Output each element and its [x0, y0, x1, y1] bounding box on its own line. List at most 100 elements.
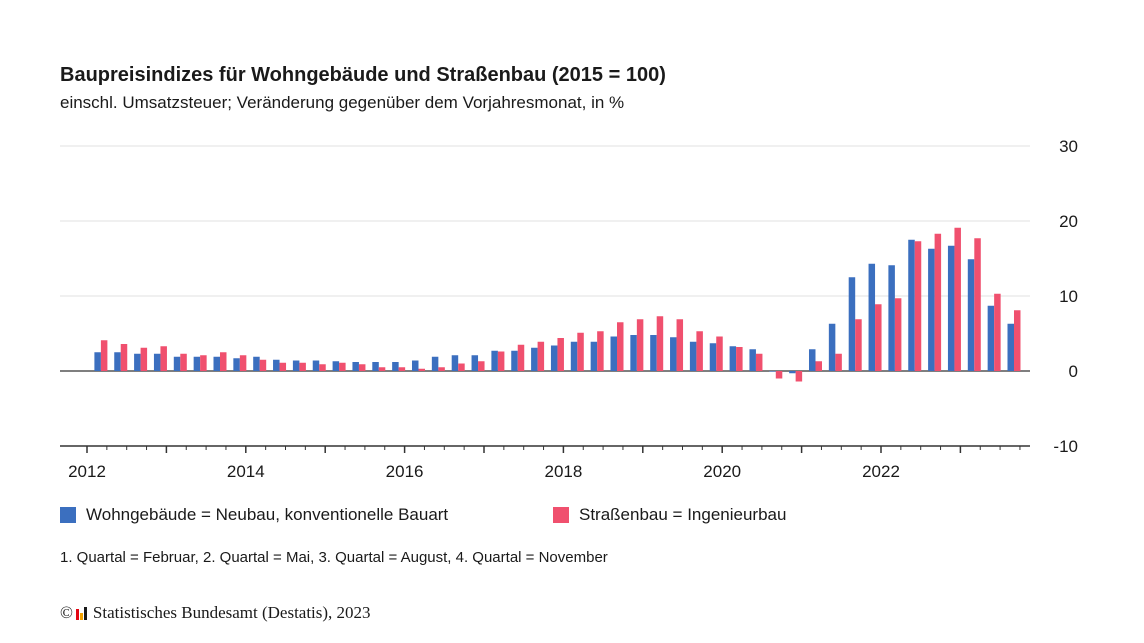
bar-strassenbau	[120, 344, 128, 371]
bar-wohngebaeude	[868, 263, 876, 371]
bar-wohngebaeude	[312, 360, 320, 371]
bar-strassenbau	[676, 319, 684, 371]
bar-strassenbau	[795, 371, 803, 382]
bar-wohngebaeude	[908, 239, 915, 371]
bar-strassenbau	[100, 340, 108, 371]
bar-strassenbau	[636, 319, 644, 371]
x-tick-label: 2022	[862, 462, 900, 481]
bar-strassenbau	[339, 362, 346, 371]
y-tick-label: 30	[1059, 137, 1078, 156]
bar-strassenbau	[894, 298, 902, 371]
bar-wohngebaeude	[689, 341, 697, 371]
bar-strassenbau	[755, 353, 763, 371]
bar-wohngebaeude	[153, 353, 161, 371]
bar-wohngebaeude	[590, 341, 598, 371]
bar-wohngebaeude	[273, 359, 280, 371]
bar-strassenbau	[974, 238, 981, 371]
bar-wohngebaeude	[352, 362, 359, 371]
y-tick-label: 10	[1059, 287, 1078, 306]
bar-strassenbau	[1013, 310, 1021, 371]
bar-strassenbau	[497, 351, 505, 371]
destatis-logo-icon	[75, 606, 88, 620]
bar-wohngebaeude	[848, 277, 856, 371]
bar-strassenbau	[815, 361, 822, 371]
bar-strassenbau	[180, 353, 187, 371]
copyright-symbol: ©	[60, 603, 73, 622]
x-tick-label: 2014	[227, 462, 265, 481]
bar-wohngebaeude	[1007, 323, 1014, 371]
bar-wohngebaeude	[670, 337, 677, 371]
bar-strassenbau	[478, 361, 485, 371]
bar-strassenbau	[597, 331, 604, 371]
bar-strassenbau	[358, 364, 366, 371]
y-tick-label: -10	[1053, 437, 1078, 456]
bar-strassenbau	[458, 363, 465, 371]
bar-strassenbau	[875, 304, 882, 371]
bar-wohngebaeude	[630, 335, 637, 371]
bar-wohngebaeude	[193, 356, 201, 371]
bar-wohngebaeude	[173, 356, 181, 371]
x-tick-label: 2020	[703, 462, 741, 481]
bar-strassenbau	[696, 331, 703, 371]
y-tick-label: 0	[1069, 362, 1078, 381]
bar-strassenbau	[438, 367, 445, 371]
source-text: Statistisches Bundesamt (Destatis), 2023	[92, 603, 371, 622]
bar-strassenbau	[716, 336, 723, 371]
bar-wohngebaeude	[94, 352, 101, 371]
bar-wohngebaeude	[729, 346, 737, 371]
bar-strassenbau	[219, 352, 227, 371]
bar-strassenbau	[319, 364, 326, 371]
bar-strassenbau	[418, 368, 425, 371]
bar-strassenbau	[140, 347, 148, 371]
bar-strassenbau	[736, 347, 743, 371]
bar-strassenbau	[914, 241, 922, 371]
bar-strassenbau	[954, 227, 961, 371]
bar-wohngebaeude	[650, 335, 657, 371]
bar-wohngebaeude	[888, 265, 895, 371]
bar-strassenbau	[835, 353, 842, 371]
bar-wohngebaeude	[213, 356, 220, 371]
chart-subtitle: einschl. Umsatzsteuer; Veränderung gegen…	[60, 93, 625, 112]
legend-swatch-wohngebaeude	[60, 507, 76, 523]
x-tick-label: 2018	[544, 462, 582, 481]
bar-wohngebaeude	[987, 305, 995, 371]
bar-strassenbau	[259, 359, 267, 371]
chart-title: Baupreisindizes für Wohngebäude und Stra…	[60, 64, 666, 86]
bar-strassenbau	[855, 319, 862, 371]
bar-strassenbau	[557, 338, 564, 371]
bar-wohngebaeude	[749, 349, 756, 371]
x-axis: 2012 2014 2016 2018 2020 2022	[60, 445, 1030, 481]
bar-strassenbau	[577, 332, 584, 371]
bar-wohngebaeude	[570, 341, 578, 371]
source-line: © Statistisches Bundesamt (Destatis), 20…	[60, 603, 371, 623]
bar-strassenbau	[378, 367, 386, 371]
bar-strassenbau	[656, 316, 664, 371]
bar-strassenbau	[398, 367, 406, 371]
legend-swatch-strassenbau	[553, 507, 569, 523]
bar-wohngebaeude	[451, 355, 459, 371]
y-tick-label: 20	[1059, 212, 1078, 231]
bar-strassenbau	[934, 233, 942, 371]
bar-strassenbau	[616, 322, 624, 371]
legend-item-strassenbau: Straßenbau = Ingenieurbau	[553, 505, 786, 525]
y-axis-labels: 30 20 10 0 -10	[1053, 137, 1078, 456]
bar-wohngebaeude	[531, 347, 538, 371]
bar-strassenbau	[200, 355, 207, 371]
bar-strassenbau	[239, 355, 247, 371]
bar-wohngebaeude	[491, 350, 498, 371]
legend-label-strassenbau: Straßenbau = Ingenieurbau	[579, 505, 787, 524]
bar-wohngebaeude	[769, 371, 776, 372]
bar-strassenbau	[299, 362, 306, 371]
bar-wohngebaeude	[471, 355, 479, 371]
bar-wohngebaeude	[431, 356, 439, 371]
bar-strassenbau	[517, 344, 525, 371]
x-tick-label: 2016	[386, 462, 424, 481]
bar-wohngebaeude	[967, 259, 975, 371]
legend-label-wohngebaeude: Wohngebäude = Neubau, konventionelle Bau…	[86, 505, 449, 524]
x-tick-label: 2012	[68, 462, 106, 481]
bar-wohngebaeude	[114, 352, 121, 371]
bar-wohngebaeude	[292, 360, 300, 371]
bar-wohngebaeude	[610, 336, 617, 371]
footnote: 1. Quartal = Februar, 2. Quartal = Mai, …	[60, 549, 608, 566]
bar-wohngebaeude	[134, 353, 141, 371]
